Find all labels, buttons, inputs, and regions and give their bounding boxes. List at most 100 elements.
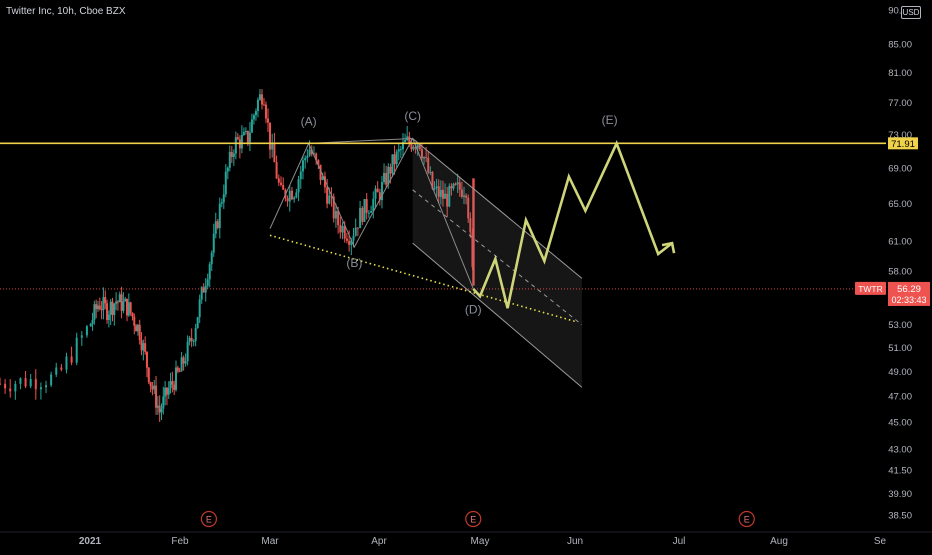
candle-body — [341, 225, 344, 233]
candle-body — [317, 159, 320, 165]
candle-body — [266, 118, 269, 123]
candle-body — [354, 227, 357, 236]
candle-body — [350, 240, 353, 245]
wave-label: (A) — [301, 114, 317, 128]
candle-body — [395, 151, 398, 165]
time-tick-label: Apr — [371, 536, 387, 547]
candle-body — [348, 240, 351, 245]
candle-body — [271, 142, 274, 150]
candle-body — [93, 304, 96, 321]
candle-body — [145, 351, 148, 368]
candle-body — [458, 182, 461, 190]
candle-body — [142, 343, 145, 351]
price-tick-label: 45.00 — [888, 418, 912, 429]
last-price-tag — [888, 281, 930, 306]
price-tick-label: 85.00 — [888, 39, 912, 50]
candle-body — [328, 195, 331, 204]
candle-body — [124, 298, 127, 302]
candle-body — [120, 294, 123, 311]
candle-body — [456, 182, 459, 185]
time-tick-label: 2021 — [79, 536, 102, 547]
candle-body — [171, 381, 174, 385]
candle-body — [65, 356, 68, 370]
candle-body — [135, 325, 138, 332]
last-price-label: 56.29 — [897, 284, 921, 295]
candle-body — [410, 142, 413, 150]
candle-body — [127, 302, 130, 316]
candle-body — [180, 357, 183, 372]
candle-body — [91, 320, 94, 324]
candle-body — [262, 104, 265, 106]
candle-body — [256, 99, 259, 112]
price-tick-label: 51.00 — [888, 343, 912, 354]
candle-body — [343, 225, 346, 239]
price-tick-label: 53.00 — [888, 320, 912, 331]
price-tick-label: 65.00 — [888, 199, 912, 210]
candle-body — [236, 137, 239, 140]
candle-body — [240, 135, 243, 149]
candle-body — [100, 309, 103, 311]
support-trendline — [269, 234, 576, 323]
candle-body — [14, 383, 17, 392]
candle-body — [226, 167, 229, 172]
candle-body — [246, 130, 249, 143]
candle-body — [173, 384, 176, 390]
candle-body — [131, 312, 134, 317]
candle-body — [359, 207, 362, 229]
candle-body — [252, 115, 255, 120]
candle-body — [164, 387, 167, 397]
candle-body — [408, 136, 411, 143]
candle-body — [220, 202, 223, 204]
candle-body — [258, 94, 261, 100]
candle-body — [140, 340, 143, 351]
candle-body — [19, 378, 22, 384]
candle-body — [129, 302, 132, 313]
candle-body — [288, 190, 291, 202]
candle-body — [423, 157, 426, 159]
candle-body — [452, 183, 455, 189]
currency-badge[interactable]: USD — [901, 6, 921, 19]
candle-body — [326, 187, 329, 204]
candle-body — [264, 104, 267, 119]
candle-body — [192, 340, 195, 342]
candle-body — [138, 324, 141, 341]
candle-body — [200, 287, 203, 300]
ticker-tag-label: TWTR — [858, 284, 883, 294]
earnings-marker — [738, 510, 755, 528]
price-tick-label: 73.00 — [888, 130, 912, 141]
candle-body — [165, 387, 168, 395]
candle-body — [116, 301, 119, 303]
candle-body — [290, 190, 293, 200]
candle-body — [337, 210, 340, 226]
price-axis: 90.00 85.00 81.00 77.00 73.00 69.00 65.00 61.00… — [855, 5, 930, 521]
candle-body — [378, 192, 381, 201]
candle-body — [437, 186, 440, 197]
candle-body — [155, 385, 158, 408]
candle-body — [391, 154, 394, 174]
candle-body — [156, 405, 159, 408]
candle-body — [188, 337, 191, 342]
candle-body — [202, 287, 205, 293]
candle-body — [153, 385, 156, 390]
candle-body — [435, 186, 438, 189]
candle-body — [439, 189, 442, 197]
candle-body — [345, 238, 348, 241]
candle-body — [242, 132, 245, 136]
candle-body — [190, 337, 193, 342]
candle-body — [454, 183, 457, 185]
candle-body — [111, 301, 114, 315]
candle-body — [133, 316, 136, 326]
candle-body — [109, 301, 112, 315]
candle-body — [34, 379, 37, 390]
candle-body — [429, 171, 432, 173]
candle-body — [387, 166, 390, 185]
time-tick-label: Mar — [261, 536, 279, 547]
channel-upper-line — [412, 138, 583, 279]
candle-body — [448, 186, 451, 207]
candle-body — [75, 337, 78, 363]
candle-body — [425, 157, 428, 159]
candle-body — [244, 130, 247, 133]
time-tick-label: Aug — [770, 536, 788, 547]
earnings-marker — [465, 510, 482, 528]
